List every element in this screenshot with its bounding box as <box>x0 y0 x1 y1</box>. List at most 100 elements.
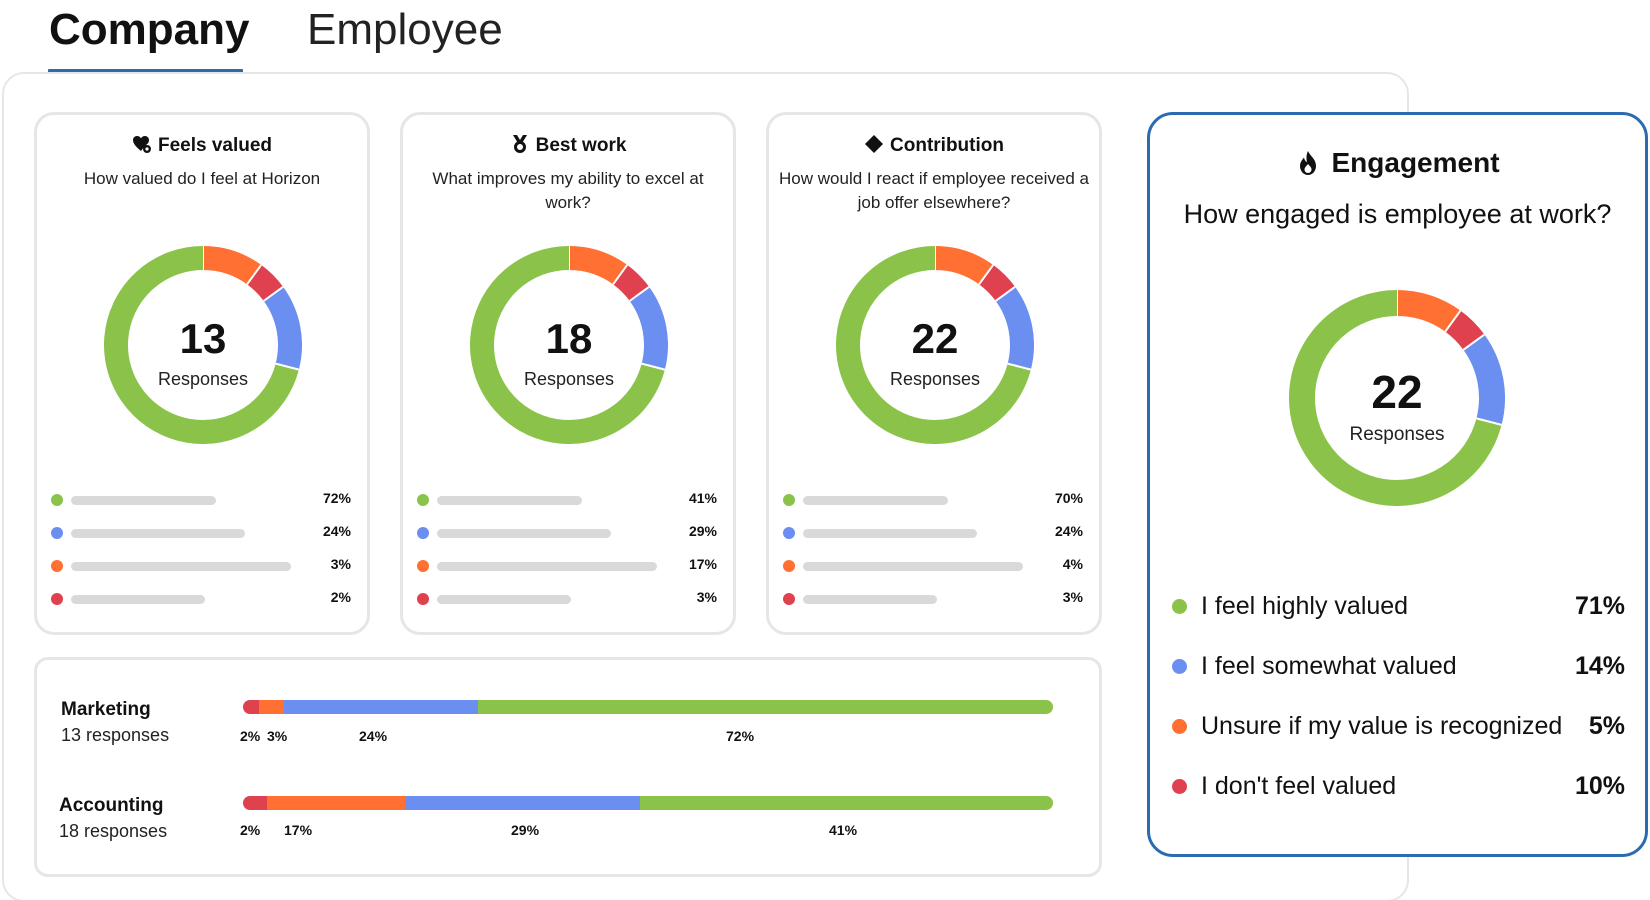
department-responses: 13 responses <box>61 725 170 745</box>
donut-chart: 22 Responses <box>836 246 1034 444</box>
legend-percent: 10% <box>1574 772 1625 800</box>
donut-separator <box>1444 310 1462 333</box>
tab-employee[interactable]: Employee <box>307 5 503 54</box>
card-legend: 41% 29% 17% 3% <box>415 486 717 618</box>
response-label: Responses <box>157 369 249 389</box>
card-title-text: Contribution <box>890 135 1004 156</box>
donut-segment-green <box>836 246 1031 444</box>
donut-chart: 13 Responses <box>104 246 302 444</box>
bar-segment-green <box>477 700 1053 714</box>
segment-label: 17% <box>284 822 313 838</box>
card-contribution[interactable]: Contribution How would I react if employ… <box>766 112 1102 635</box>
card-legend: 72% 24% 3% 2% <box>49 486 351 618</box>
segment-label: 41% <box>829 822 858 838</box>
segment-label: 3% <box>267 728 288 744</box>
donut-separator <box>612 264 628 285</box>
legend-dot <box>51 494 63 506</box>
diamond-icon <box>865 135 884 153</box>
legend-percent: 70% <box>1054 490 1083 506</box>
bar-segment-green <box>639 796 1053 810</box>
legend-percent: 3% <box>1062 589 1083 605</box>
legend-label: Unsure if my value is recognized <box>1201 712 1563 740</box>
legend-placeholder-bar <box>437 562 657 571</box>
segment-label: 24% <box>359 728 388 744</box>
legend-percent: 14% <box>1574 652 1625 680</box>
bar-segment-red <box>243 700 260 714</box>
legend-percent: 24% <box>1054 523 1083 539</box>
department-name: Marketing <box>61 699 151 720</box>
donut-separator <box>1476 417 1502 426</box>
donut-separator <box>641 362 666 371</box>
card-title-text: Feels valued <box>157 135 273 156</box>
legend-row: 17% <box>415 552 717 585</box>
donut-separator <box>1007 362 1032 371</box>
legend-row: 4% <box>781 552 1083 585</box>
legend-dot <box>51 527 63 539</box>
active-tab-indicator <box>48 69 243 74</box>
legend-percent: 71% <box>1574 592 1625 620</box>
department-responses: 18 responses <box>59 821 168 841</box>
legend-row: 70% <box>781 486 1083 519</box>
legend-dot <box>51 560 63 572</box>
donut-ring <box>1289 290 1505 506</box>
legend-dot <box>417 593 429 605</box>
card-legend: 70% 24% 4% 3% <box>781 486 1083 618</box>
card-feels-valued[interactable]: Feels valued How valued do I feel at Hor… <box>34 112 370 635</box>
engagement-legend: I feel highly valued 71% I feel somewhat … <box>1172 589 1625 829</box>
donut-segment-green <box>1289 290 1502 506</box>
legend-dot <box>417 560 429 572</box>
department-name: Accounting <box>59 795 164 816</box>
legend-row: 2% <box>49 585 351 618</box>
card-question: How valued do I feel at Horizon <box>83 169 321 188</box>
card-question: What improves my ability to excel at wor… <box>432 169 704 212</box>
donut-separator <box>995 286 1016 302</box>
legend-row: 41% <box>415 486 717 519</box>
engagement-title: Engagement <box>1150 145 1645 181</box>
engagement-question: How engaged is employee at work? <box>1183 199 1612 229</box>
donut-chart: 18 Responses <box>470 246 668 444</box>
department-stacked-bar <box>243 700 1053 714</box>
donut-separator <box>263 286 284 302</box>
legend-row: 3% <box>49 552 351 585</box>
legend-percent: 24% <box>322 523 351 539</box>
card-title-text: Best work <box>535 135 627 156</box>
legend-row: Unsure if my value is recognized 5% <box>1172 709 1625 769</box>
bar-segment-blue <box>283 700 479 714</box>
legend-placeholder-bar <box>71 562 291 571</box>
donut-segment-red <box>612 264 650 302</box>
response-label: Responses <box>889 369 981 389</box>
legend-dot <box>1172 659 1187 674</box>
legend-percent: 72% <box>322 490 351 506</box>
donut-segment-blue <box>1463 334 1505 425</box>
legend-row: 29% <box>415 519 717 552</box>
donut-separator <box>1462 333 1485 351</box>
donut-segment-orange <box>202 246 262 285</box>
donut-segment-red <box>978 264 1016 302</box>
legend-row: 24% <box>781 519 1083 552</box>
donut-segment-red <box>1444 310 1485 351</box>
tab-company[interactable]: Company <box>49 5 250 54</box>
legend-dot <box>51 593 63 605</box>
legend-placeholder-bar <box>437 496 582 505</box>
response-count: 13 <box>179 315 227 362</box>
legend-row: I don't feel valued 10% <box>1172 769 1625 829</box>
bar-segment-blue <box>405 796 641 810</box>
card-title: Contribution <box>769 134 1099 158</box>
segment-label: 2% <box>240 822 261 838</box>
legend-dot <box>783 527 795 539</box>
legend-dot <box>783 560 795 572</box>
heart-gear-icon <box>132 136 151 153</box>
donut-separator <box>978 264 994 285</box>
legend-dot <box>1172 719 1187 734</box>
donut-segment-red <box>246 264 284 302</box>
donut-segment-blue <box>995 286 1034 370</box>
engagement-card[interactable]: Engagement How engaged is employee at wo… <box>1147 112 1648 857</box>
legend-placeholder-bar <box>71 529 245 538</box>
engagement-title-text: Engagement <box>1331 147 1500 178</box>
legend-percent: 41% <box>688 490 717 506</box>
flame-icon <box>1300 151 1317 175</box>
department-breakdown-panel: Marketing 13 responses 2% 3% 24% 72% Acc… <box>34 657 1102 877</box>
segment-label: 29% <box>511 822 540 838</box>
card-best-work[interactable]: Best work What improves my ability to ex… <box>400 112 736 635</box>
legend-percent: 29% <box>688 523 717 539</box>
